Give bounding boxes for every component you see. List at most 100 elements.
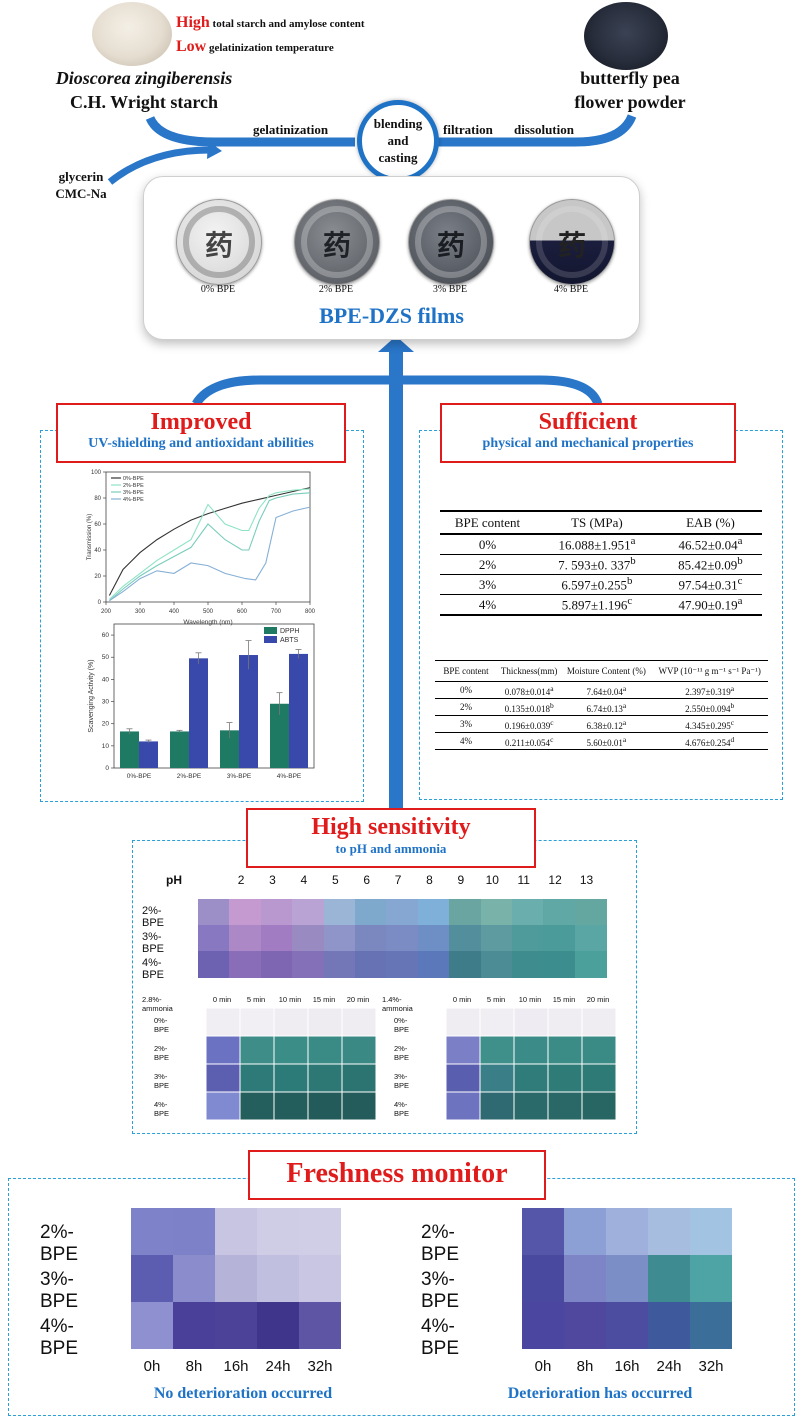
ammonia-swatch <box>582 1008 616 1036</box>
series-line-4%-BPE <box>109 506 311 602</box>
fresh-swatch <box>606 1208 648 1255</box>
ammonia-row-label: 3%-BPE <box>154 1072 170 1090</box>
ph-swatch <box>480 899 513 926</box>
hour-label: 0h <box>143 1358 161 1375</box>
ph-swatch <box>574 925 607 952</box>
scavenging-chart: 0 10 20 30 40 50 60 Scavenging Activity (%) 0%-B… <box>88 623 315 780</box>
ammonia-swatch <box>582 1064 616 1092</box>
low-feature: Low gelatinization temperature <box>176 38 334 55</box>
y-tick-label: 20 <box>102 721 110 728</box>
ph-swatch <box>323 951 356 978</box>
table-row: 3% 6.597±0.255b 97.54±0.31c <box>440 574 762 595</box>
fresh-swatch <box>522 1255 564 1302</box>
minute-label: 15 min <box>552 995 576 1004</box>
ph-swatch <box>386 899 419 926</box>
t1-header-eab: EAB (%) <box>658 510 762 535</box>
right-caption: Deterioration has occurred <box>507 1385 693 1402</box>
ammonia-swatch <box>206 1064 240 1092</box>
ph-value-label: 5 <box>331 873 339 887</box>
ammonia-swatch <box>274 1008 308 1036</box>
hour-label: 0h <box>534 1358 552 1375</box>
legend-label: DPPH <box>280 628 299 635</box>
fresh-swatch <box>690 1208 732 1255</box>
minute-label: 0 min <box>452 995 472 1004</box>
mechanical-table: BPE content TS (MPa) EAB (%) 0% 16.088±1.… <box>440 510 762 616</box>
ph-swatch <box>198 899 230 926</box>
hour-label: 24h <box>656 1358 682 1375</box>
fresh-swatch <box>215 1255 257 1302</box>
minute-label: 0 min <box>212 995 232 1004</box>
table-row: 4% 0.211±0.054c 5.60±0.01a 4.676±0.254d <box>435 732 768 750</box>
x-tick-label: 4%-BPE <box>277 773 302 780</box>
hour-label: 16h <box>614 1358 640 1375</box>
x-axis-label: Wavelength (nm) <box>183 619 232 626</box>
x-tick-label: 200 <box>101 609 112 615</box>
fresh-swatch <box>606 1255 648 1302</box>
ammonia-swatch <box>548 1008 582 1036</box>
fresh-swatch <box>648 1208 690 1255</box>
ammonia-swatch <box>240 1008 274 1036</box>
freshness-header: Freshness monitor <box>248 1150 546 1200</box>
fresh-swatch <box>173 1208 215 1255</box>
ph-swatch <box>543 925 576 952</box>
y-tick-label: 80 <box>94 496 101 502</box>
ammonia-swatch <box>514 1092 548 1120</box>
ammonia-swatch <box>342 1064 376 1092</box>
fresh-swatch <box>522 1208 564 1255</box>
ammonia-swatch <box>480 1092 514 1120</box>
ammonia-swatch <box>480 1064 514 1092</box>
ph-row-label: 3%-BPE <box>142 931 165 955</box>
hour-label: 16h <box>223 1358 249 1375</box>
ph-swatch <box>574 899 607 926</box>
ph-swatch <box>543 951 576 978</box>
minute-label: 5 min <box>486 995 506 1004</box>
ammonia-row-label: 2%-BPE <box>394 1044 410 1062</box>
x-tick-label: 0%-BPE <box>127 773 152 780</box>
ph-swatch <box>323 925 356 952</box>
fresh-swatch <box>606 1302 648 1349</box>
ph-swatch <box>355 951 387 978</box>
t1-header-ts: TS (MPa) <box>535 510 659 535</box>
hour-label: 8h <box>185 1358 203 1375</box>
fresh-swatch <box>299 1255 341 1302</box>
transmission-chart: 200 300 400 500 600 700 800 0 20 40 60 80 100 Wavelen… <box>87 470 316 626</box>
ammonia-swatch <box>240 1064 274 1092</box>
ph-swatch <box>417 925 450 952</box>
ammonia-swatch <box>480 1008 514 1036</box>
left-caption: No deterioration occurred <box>153 1385 333 1402</box>
ammonia-swatch <box>342 1092 376 1120</box>
bar-DPPH-3%-BPE <box>220 730 239 768</box>
ph-swatch <box>355 899 387 926</box>
minute-label: 20 min <box>586 995 610 1004</box>
ammonia-swatch <box>206 1008 240 1036</box>
t2-header-thickness: Thickness(mm) <box>497 660 562 682</box>
bar-DPPH-2%-BPE <box>170 731 189 768</box>
ph-swatch <box>543 899 576 926</box>
ph-swatch <box>417 951 450 978</box>
ph-swatch <box>260 899 293 926</box>
legend-label: 0%-BPE <box>123 476 144 482</box>
table-row: 3% 0.196±0.039c 6.38±0.12a 4.345±0.295c <box>435 715 768 733</box>
fresh-row-label: 2%-BPE <box>40 1222 79 1265</box>
ph-value-label: 11 <box>517 873 530 887</box>
ammonia-swatch <box>582 1036 616 1064</box>
ph-swatch <box>417 899 450 926</box>
films-panel: 药 药 药 药 0% BPE 2% BPE 3% BPE 4% BPE BPE-… <box>143 176 640 340</box>
film-label-0: 0% BPE <box>200 284 236 295</box>
ph-swatch <box>449 899 482 926</box>
legend-swatch <box>264 636 277 643</box>
fresh-swatch <box>564 1255 606 1302</box>
table-row: 2% 0.135±0.018b 6.74±0.13a 2.550±0.094b <box>435 698 768 716</box>
ammonia-swatch <box>548 1036 582 1064</box>
fresh-swatch <box>131 1255 173 1302</box>
x-tick-label: 3%-BPE <box>227 773 252 780</box>
fresh-row-label: 2%-BPE <box>421 1222 460 1265</box>
ph-value-label: 3 <box>269 873 276 887</box>
ammonia-swatch <box>206 1036 240 1064</box>
ph-row-label: 2%-BPE <box>142 905 165 929</box>
fresh-swatch <box>648 1302 690 1349</box>
bar-ABTS-4%-BPE <box>289 653 308 768</box>
y-tick-label: 40 <box>94 548 101 554</box>
fresh-swatch <box>299 1208 341 1255</box>
ammonia-swatch <box>446 1092 480 1120</box>
